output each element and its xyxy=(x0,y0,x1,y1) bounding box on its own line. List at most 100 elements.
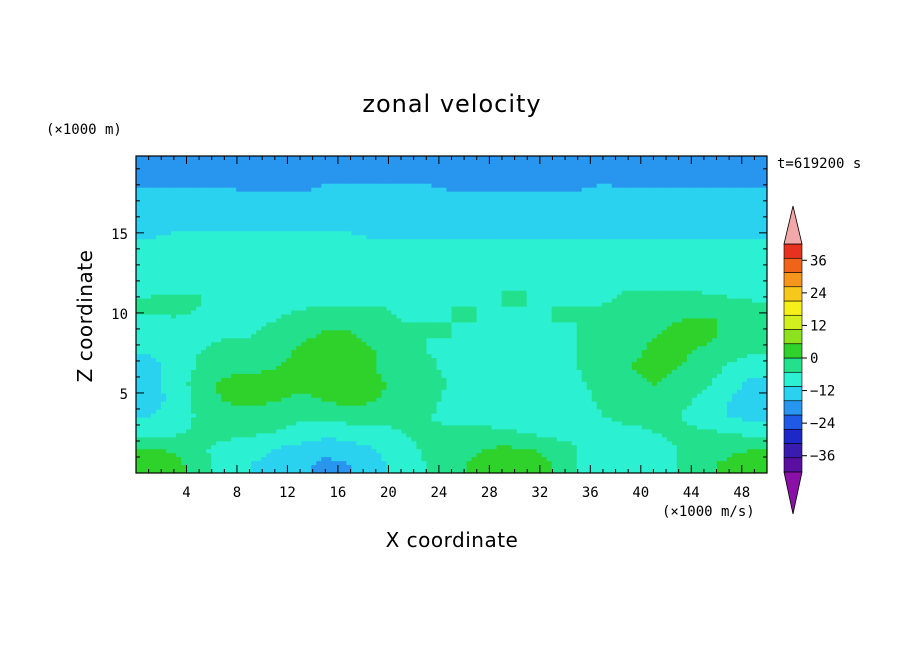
field-cell xyxy=(321,207,327,213)
field-cell xyxy=(236,199,242,205)
field-cell xyxy=(581,306,588,312)
field-cell xyxy=(561,286,568,292)
field-cell xyxy=(226,175,232,181)
field-cell xyxy=(731,183,738,189)
field-cell xyxy=(301,223,307,228)
field-cell xyxy=(526,207,533,213)
field-cell xyxy=(186,247,192,252)
field-cell xyxy=(641,266,648,272)
field-cell xyxy=(406,270,413,276)
field-cell xyxy=(736,207,743,213)
field-cell xyxy=(356,282,362,288)
field-cell xyxy=(591,187,598,193)
field-cell xyxy=(326,243,332,248)
field-cell xyxy=(541,235,548,240)
field-cell xyxy=(306,235,312,240)
field-cell xyxy=(651,231,658,236)
field-cell xyxy=(741,270,748,276)
field-cell xyxy=(466,203,473,209)
field-cell xyxy=(751,302,758,308)
field-cell xyxy=(501,266,508,272)
field-cell xyxy=(616,167,623,173)
field-cell xyxy=(176,219,182,224)
field-cell xyxy=(256,270,262,276)
field-cell xyxy=(151,183,157,189)
field-cell xyxy=(626,294,633,300)
field-cell xyxy=(236,159,242,165)
field-cell xyxy=(586,215,593,220)
field-cell xyxy=(401,199,408,205)
field-cell xyxy=(411,294,418,300)
field-cell xyxy=(756,171,763,177)
field-cell xyxy=(206,179,212,185)
field-cell xyxy=(616,219,623,224)
field-cell xyxy=(341,183,347,189)
field-cell xyxy=(541,163,548,169)
field-cell xyxy=(301,195,307,201)
field-cell xyxy=(366,251,372,256)
field-cell xyxy=(256,239,262,244)
field-cell xyxy=(236,183,242,189)
field-cell xyxy=(416,306,423,312)
field-cell xyxy=(151,195,157,201)
field-cell xyxy=(381,239,387,244)
field-cell xyxy=(736,231,743,236)
field-cell xyxy=(196,251,202,256)
field-cell xyxy=(571,159,578,165)
field-cell xyxy=(186,251,192,256)
field-cell xyxy=(281,255,287,260)
field-cell xyxy=(146,266,152,272)
field-cell xyxy=(661,255,668,260)
field-cell xyxy=(436,282,443,288)
field-cell xyxy=(331,294,337,300)
field-cell xyxy=(586,191,593,197)
field-cell xyxy=(436,278,443,284)
field-cell xyxy=(576,243,583,248)
field-cell xyxy=(551,274,558,280)
field-cell xyxy=(136,235,142,240)
field-cell xyxy=(626,278,633,284)
field-cell xyxy=(256,282,262,288)
field-cell xyxy=(621,183,628,189)
field-cell xyxy=(316,278,322,284)
field-cell xyxy=(471,282,478,288)
field-cell xyxy=(341,286,347,292)
field-cell xyxy=(196,274,202,280)
field-cell xyxy=(181,171,187,177)
field-cell xyxy=(626,175,633,181)
field-cell xyxy=(746,251,753,256)
field-cell xyxy=(761,239,767,244)
field-cell xyxy=(331,239,337,244)
field-cell xyxy=(361,227,367,232)
field-cell xyxy=(271,219,277,224)
field-cell xyxy=(751,195,758,201)
field-cell xyxy=(331,179,337,185)
field-cell xyxy=(161,278,167,284)
field-cell xyxy=(726,215,733,220)
field-cell xyxy=(161,235,167,240)
field-cell xyxy=(476,259,483,264)
field-cell xyxy=(326,278,332,284)
field-cell xyxy=(401,227,408,232)
field-cell xyxy=(506,259,513,264)
field-cell xyxy=(476,163,483,169)
field-cell xyxy=(451,286,458,292)
field-cell xyxy=(566,156,573,161)
field-cell xyxy=(371,282,377,288)
field-cell xyxy=(716,207,723,213)
field-cell xyxy=(511,163,518,169)
field-cell xyxy=(531,179,538,185)
field-cell xyxy=(201,187,207,193)
field-cell xyxy=(486,219,493,224)
field-cell xyxy=(631,251,638,256)
field-cell xyxy=(311,298,317,304)
field-cell xyxy=(296,207,302,213)
field-cell xyxy=(511,255,518,260)
field-cell xyxy=(396,195,403,201)
field-cell xyxy=(476,203,483,209)
field-cell xyxy=(521,191,528,197)
field-cell xyxy=(401,266,408,272)
field-cell xyxy=(581,191,588,197)
field-cell xyxy=(591,298,598,304)
field-cell xyxy=(401,262,408,268)
